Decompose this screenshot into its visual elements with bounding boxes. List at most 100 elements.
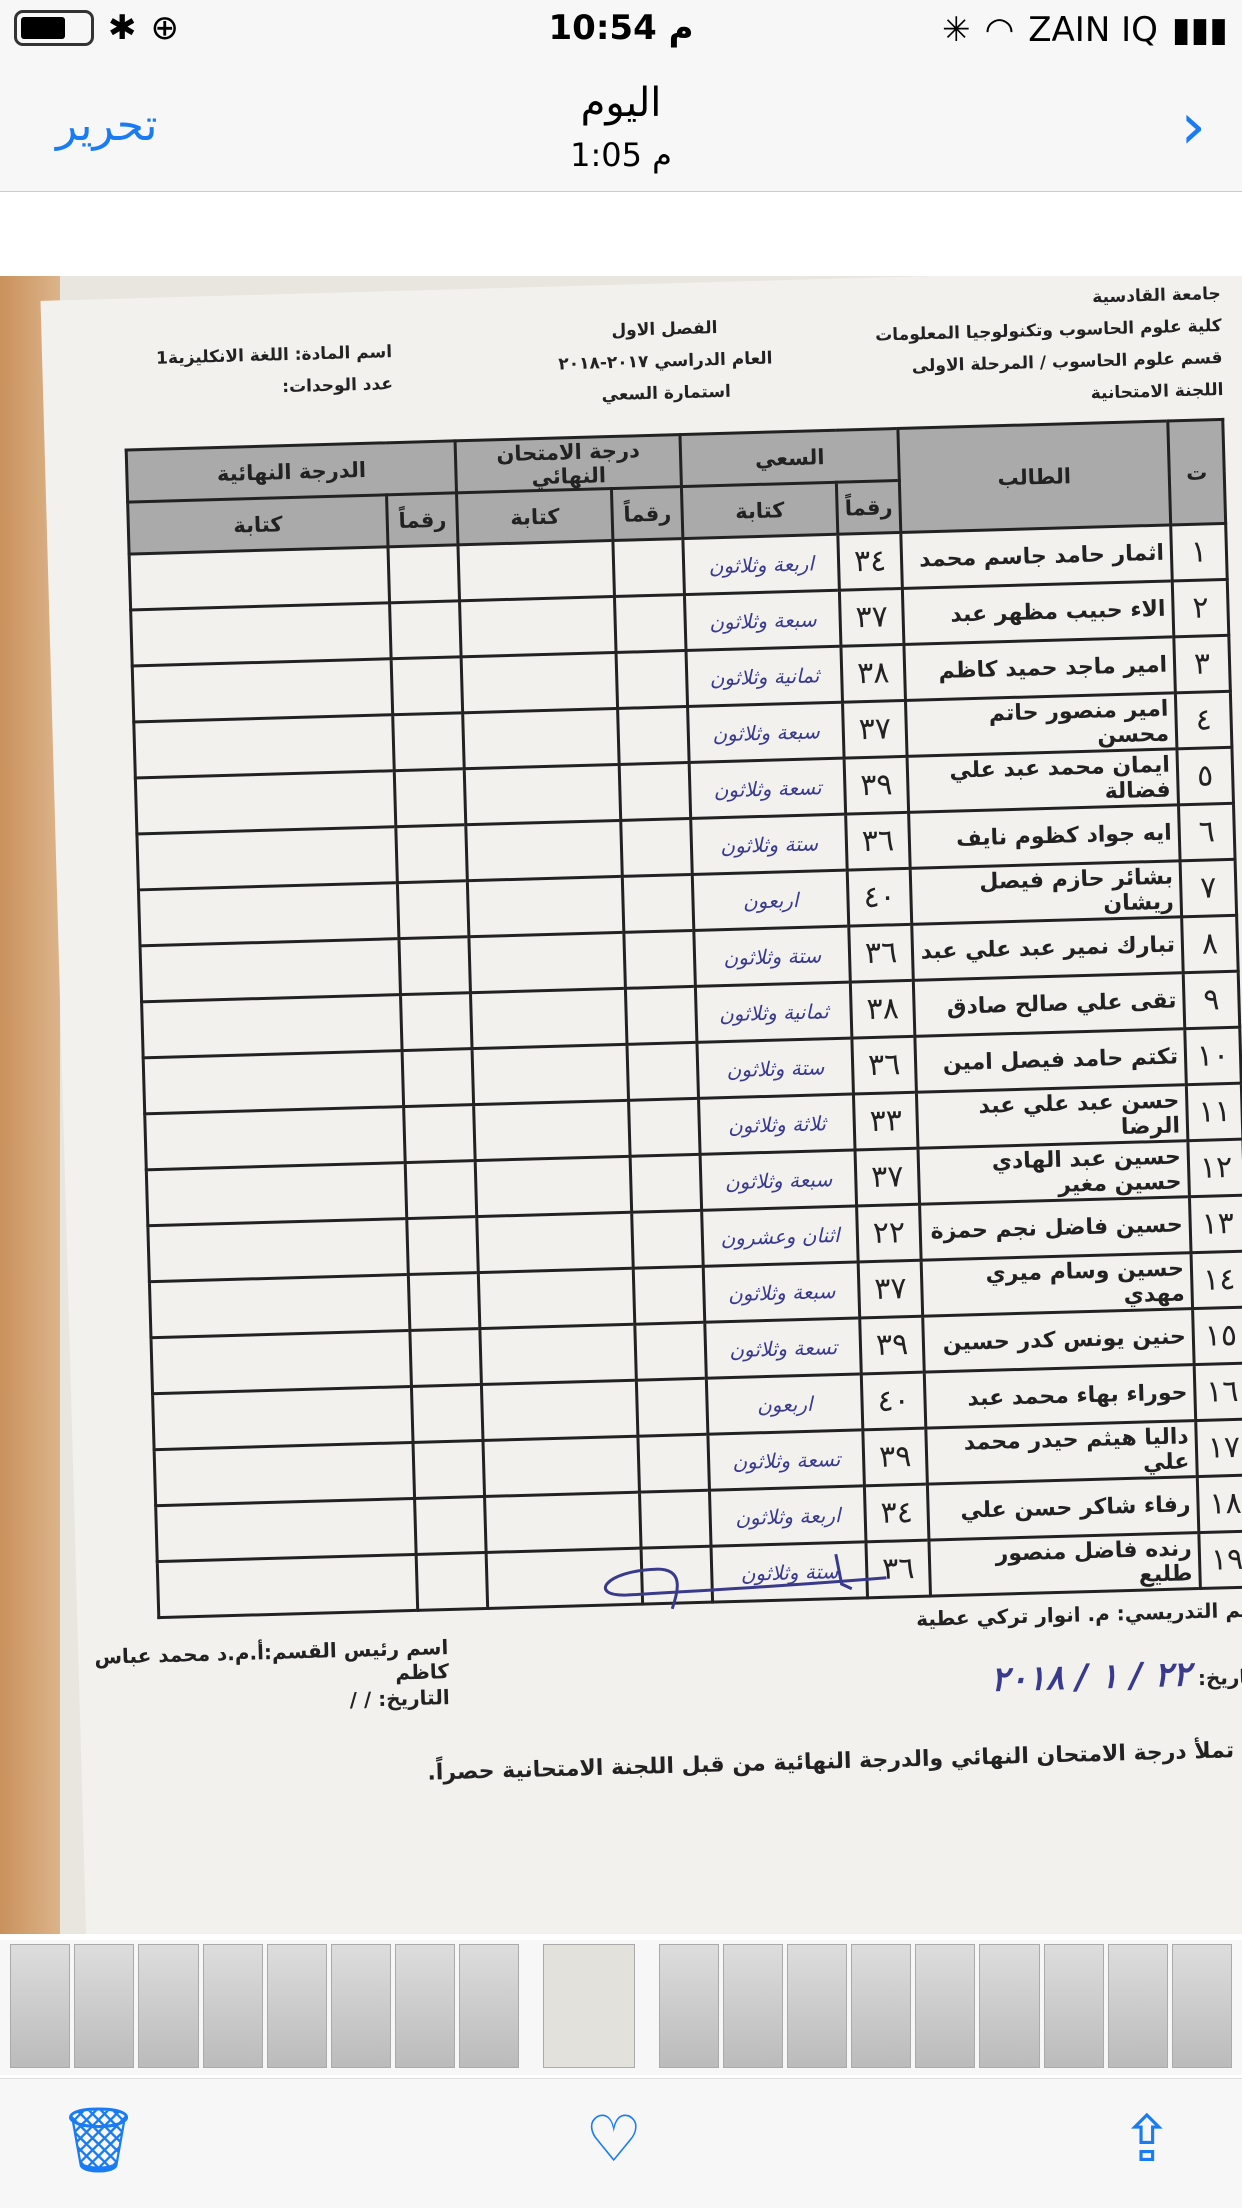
photo-thumbnail[interactable] [786,1944,848,2068]
empty-cell [483,1436,640,1497]
empty-cell [480,1324,637,1385]
photo: جامعة القادسية كلية علوم الحاسوب وتكنولو… [0,276,1242,1934]
effort-words: تسعة وثلاثون [708,1429,865,1491]
empty-cell [461,652,618,713]
row-no: ١٩ [1198,1531,1242,1589]
empty-cell [630,1154,702,1213]
row-no: ٦ [1178,803,1236,861]
photo-thumbnail[interactable] [74,1944,135,2068]
row-no: ١١ [1186,1083,1242,1141]
photo-thumbnail[interactable] [722,1944,783,2068]
photo-thumbnail[interactable] [1107,1944,1168,2068]
student-name: حسن عبد علي عبد الرضا [916,1084,1188,1149]
col-final-grade: الدرجة النهائية [126,440,457,503]
form-title: استمارة السعي [601,381,732,406]
empty-cell [136,826,398,890]
effort-words: اثنان وعشرون [701,1205,859,1267]
empty-cell [633,1266,705,1325]
empty-cell [620,818,693,877]
units: عدد الوحدات: [281,374,394,398]
student-name: حسين عبد الهادي حسين مغير [917,1140,1190,1205]
empty-cell [394,768,466,827]
empty-cell [155,1498,417,1562]
empty-cell [639,1490,712,1549]
effort-digits: ٣٩ [863,1428,928,1486]
effort-digits: ٤٠ [861,1372,926,1430]
col-student: الطالب [897,420,1171,533]
effort-digits: ٣٩ [859,1316,925,1374]
empty-cell [129,546,390,611]
photo-thumbnail[interactable] [543,1944,635,2068]
row-no: ١٠ [1184,1027,1242,1085]
effort-words: اربعة وثلاثون [683,534,840,595]
photo-thumbnail[interactable] [851,1944,912,2068]
photo-thumbnail[interactable] [202,1944,263,2068]
photo-thumbnail[interactable] [658,1944,719,2068]
student-name: بشائر حازم فيصل ريشان [910,860,1182,925]
effort-digits: ٢٢ [856,1204,922,1262]
empty-cell [411,1384,484,1443]
share-icon[interactable]: ⇪ [1120,2103,1174,2177]
nav-subtitle: 1:05 م [570,136,672,174]
photo-thumbnail[interactable] [915,1944,976,2068]
student-name: امير منصور حاتم محسن [905,692,1177,757]
empty-cell [478,1268,635,1329]
empty-cell [634,1322,707,1381]
teacher-date-label: التاريخ: [1197,1664,1242,1691]
empty-cell [141,994,403,1058]
effort-digits: ٣٦ [845,812,911,871]
empty-cell [414,1496,487,1555]
col-effort: السعي [680,428,900,487]
empty-cell [147,1218,409,1282]
status-bar: ✱ ⊕ 10:54 م ✳ ◠ ZAIN IQ ▮▮▮ [0,0,1242,62]
photo-thumbnail[interactable] [266,1944,327,2068]
row-no: ٨ [1181,915,1239,973]
photo-thumbnail[interactable] [10,1944,71,2068]
empty-cell [138,882,400,946]
edit-button[interactable]: تحرير [56,100,158,151]
empty-cell [389,600,462,659]
empty-cell [391,656,463,715]
row-no: ٢ [1172,579,1229,637]
photo-thumbnail[interactable] [1171,1944,1233,2068]
heart-icon[interactable]: ♡ [585,2103,643,2177]
empty-cell [619,762,691,821]
empty-cell [616,650,688,709]
empty-cell [631,1210,704,1269]
row-no: ٤ [1175,691,1232,749]
clock: 10:54 م [548,8,694,48]
student-name: حسين وسام ميري مهدي [921,1252,1193,1317]
thumbnail-strip[interactable] [0,1940,1242,2075]
battery-icon [14,10,94,46]
trash-icon[interactable]: 🗑 [58,2104,140,2178]
empty-cell [467,876,625,937]
photo-thumbnail[interactable] [459,1944,520,2068]
effort-words: سبعة وثلاثون [703,1261,860,1323]
subject-block: اسم المادة: اللغة الانكليزية1 عدد الوحدا… [156,336,394,407]
empty-cell [410,1328,482,1387]
effort-words: تسعة وثلاثون [704,1317,862,1379]
photo-thumbnail[interactable] [1043,1944,1104,2068]
effort-words: ستة وثلاثون [697,1038,854,1099]
photo-thumbnail[interactable] [138,1944,199,2068]
signature [604,1553,887,1610]
empty-cell [636,1378,709,1437]
row-no: ١٣ [1189,1195,1242,1253]
empty-cell [613,538,685,597]
empty-cell [465,820,623,881]
empty-cell [469,932,626,993]
photo-thumbnail[interactable] [330,1944,392,2068]
bottom-toolbar: 🗑 ♡ ⇪ [0,2078,1242,2208]
photo-thumbnail[interactable] [395,1944,456,2068]
effort-words: تسعة وثلاثون [689,758,846,819]
row-no: ١٤ [1191,1251,1242,1309]
empty-cell [408,1272,481,1331]
photo-thumbnail[interactable] [979,1944,1040,2068]
effort-digits: ٣٣ [853,1092,918,1150]
col-no: ت [1167,419,1226,525]
empty-cell [459,596,617,657]
chevron-right-icon[interactable]: › [1180,90,1206,164]
empty-cell [395,824,468,883]
teacher-name: اسم التدريسي: م. انوار تركي عطية [915,1597,1242,1631]
row-no: ١ [1170,523,1228,581]
